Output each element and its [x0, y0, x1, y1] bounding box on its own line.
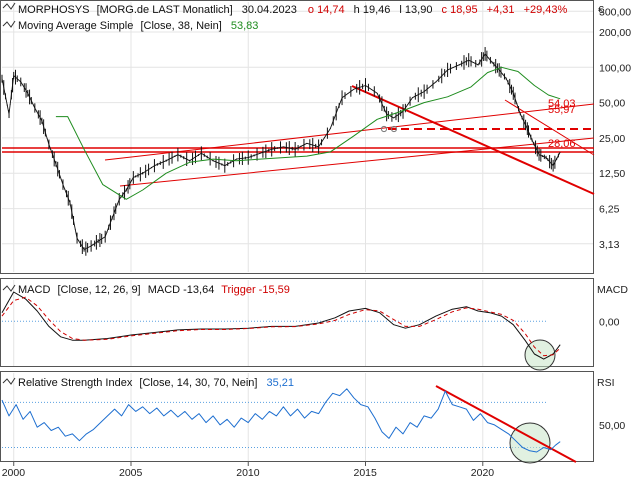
moving-average-line: [55, 66, 561, 200]
price-panel-frame: [0, 0, 594, 274]
macd-value: MACD -13,64: [148, 284, 215, 296]
x-tick-label: 2000: [2, 467, 26, 479]
ma-value: 53,83: [231, 20, 259, 32]
open-value: o 14,74: [308, 4, 345, 16]
macd-panel-frame: [0, 278, 594, 367]
price-tick-label: 50,00: [599, 98, 625, 110]
rsi-label: Relative Strength Index: [18, 377, 133, 389]
data-source: [MORG.de LAST Monatlich]: [97, 4, 233, 16]
price-tick-label: 200,00: [599, 27, 631, 39]
resistance-label-1: 55,97: [548, 104, 576, 116]
macd-trigger-line: [1, 296, 561, 357]
x-tick-label: 2020: [471, 467, 495, 479]
symbol-name: MORPHOSYS: [18, 4, 90, 16]
macd-params: [Close, 12, 26, 9]: [57, 284, 140, 296]
price-tick-label: 25,00: [599, 133, 625, 145]
rsi-highlight-circle: [509, 422, 551, 464]
x-tick-label: 2010: [236, 467, 260, 479]
ma-label: Moving Average Simple: [18, 20, 133, 32]
rsi-line: [1, 388, 561, 453]
price-tick-label: 12,50: [599, 168, 625, 180]
rsi-panel-frame: [0, 371, 594, 462]
macd-highlight-circle: [524, 339, 556, 371]
price-tick-label: 100,00: [599, 62, 631, 74]
macd-label: MACD: [18, 284, 50, 296]
rsi-axis-title: RSI: [597, 377, 615, 389]
macd-tick-label: 0,00: [599, 316, 620, 328]
low-value: l 13,90: [399, 4, 432, 16]
macd-axis-title: MACD: [597, 284, 628, 296]
macd-indicator-icon: [2, 284, 16, 292]
header-line: MORPHOSYS [MORG.de LAST Monatlich] 30.04…: [18, 4, 568, 16]
x-tick-label: 2015: [354, 467, 378, 479]
price-series-line: [1, 53, 561, 250]
chart-header: MORPHOSYS [MORG.de LAST Monatlich] 30.04…: [2, 2, 604, 32]
macd-line: [1, 291, 561, 360]
macd-legend: MACD [Close, 12, 26, 9] MACD -13,64 Trig…: [18, 284, 290, 296]
high-value: h 19,46: [354, 4, 391, 16]
anchor-point-1: [380, 125, 388, 133]
price-gridlines: [2, 2, 593, 272]
change-value: +4,31: [487, 4, 515, 16]
rsi-header: Relative Strength Index [Close, 14, 30, …: [2, 377, 615, 389]
x-tick-label: 2005: [119, 467, 143, 479]
rsi-value: 35,21: [267, 377, 295, 389]
channel-line-upper: [104, 103, 595, 161]
close-value: c 18,95: [442, 4, 478, 16]
price-tick-label: 6,25: [599, 204, 620, 216]
rsi-downtrend-line: [435, 385, 577, 463]
currency-label: €: [598, 4, 604, 16]
rsi-legend: Relative Strength Index [Close, 14, 30, …: [18, 377, 294, 389]
retracement-line: [504, 99, 595, 156]
price-tick-label: 300,00: [599, 6, 631, 18]
channel-line-lower: [119, 137, 595, 187]
quote-date: 30.04.2023: [242, 4, 297, 16]
ma-params: [Close, 38, Nein]: [140, 20, 221, 32]
rsi-params: [Close, 14, 30, 70, Nein]: [139, 377, 257, 389]
rsi-indicator-icon: [2, 377, 16, 385]
resistance-label-2: 54,03: [548, 98, 576, 110]
macd-header: MACD [Close, 12, 26, 9] MACD -13,64 Trig…: [2, 284, 628, 296]
change-percent: +29,43%: [524, 4, 568, 16]
support-label: 28,06: [548, 138, 576, 150]
anchor-point-2: [390, 125, 398, 133]
macd-gridlines: [2, 280, 548, 366]
ma-indicator-icon: [2, 20, 16, 28]
macd-trigger-value: Trigger -15,59: [221, 284, 290, 296]
price-tick-label: 3,13: [599, 239, 620, 251]
axis-layer: 300,00 200,00 100,00 50,00 25,00 12,50 6,25 3,1…: [2, 6, 632, 479]
ma-legend: Moving Average Simple [Close, 38, Nein] …: [18, 20, 258, 32]
rsi-tick-label: 50,00: [599, 420, 625, 432]
price-panel-icon: [2, 2, 16, 10]
downtrend-line: [351, 85, 595, 195]
series-layer: [1, 47, 561, 453]
